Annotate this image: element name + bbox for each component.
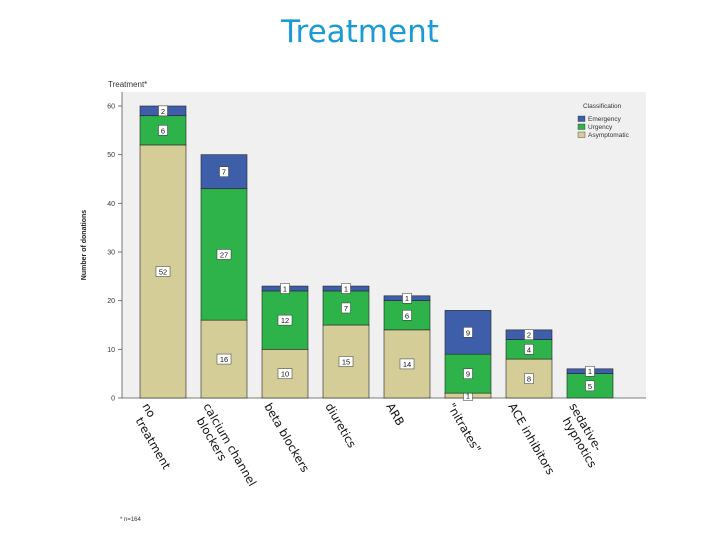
data-label-box [524, 373, 534, 384]
data-label-box [277, 314, 293, 326]
data-label: 1 [405, 294, 409, 303]
data-label-box [277, 368, 293, 379]
legend-swatch [577, 115, 586, 122]
footnote: * n=164 [120, 517, 141, 523]
y-tick-label: 50 [107, 152, 115, 159]
y-tick-label: 60 [107, 104, 115, 111]
data-label-box [463, 327, 473, 338]
data-label: 4 [527, 345, 531, 354]
x-tick-label: beta blockers [261, 401, 312, 475]
y-tick-label: 40 [107, 201, 115, 208]
data-label: 1 [283, 285, 287, 294]
y-tick-label: 10 [107, 347, 115, 354]
x-tick-label: diuretics [322, 401, 359, 451]
y-tick-label: 20 [107, 298, 115, 305]
data-label: 9 [466, 328, 470, 337]
data-label: 1 [466, 392, 470, 401]
data-label: 7 [222, 168, 226, 177]
data-label: 27 [220, 250, 228, 259]
data-label: 6 [161, 126, 165, 135]
data-label: 2 [161, 107, 165, 116]
data-label: 1 [344, 285, 348, 294]
legend-swatch [577, 123, 586, 130]
data-label-box [216, 353, 232, 365]
data-label-box [585, 380, 595, 392]
x-tick-label: ACE inhibitors [505, 401, 557, 478]
data-label-box [216, 249, 232, 260]
data-label-box [585, 365, 595, 377]
data-label-box [158, 105, 168, 117]
chart-title: Treatment* [108, 80, 148, 89]
x-tick-label: "nitrates" [444, 401, 484, 456]
data-label: 16 [220, 355, 228, 364]
y-axis-title: Number of donations [81, 210, 88, 280]
data-label: 10 [281, 370, 289, 379]
data-label: 7 [344, 304, 348, 313]
data-label-box [155, 266, 171, 277]
data-label-box [341, 302, 351, 314]
x-tick-label: ARB [383, 401, 407, 429]
data-label-box [402, 292, 412, 304]
legend-label: Asymptomatic [588, 132, 630, 139]
y-tick-label: 0 [111, 396, 115, 403]
x-tick-label: sedative-hypnotics [555, 401, 611, 471]
slide-title: Treatment [281, 14, 439, 50]
legend-label: Urgency [588, 124, 613, 131]
data-label: 1 [588, 367, 592, 376]
data-label-box [280, 283, 290, 294]
data-label-box [524, 329, 534, 340]
x-tick-label: notreatment [128, 401, 185, 473]
data-label-box [341, 283, 351, 294]
data-label: 2 [527, 331, 531, 340]
data-label-box [399, 358, 415, 370]
data-label: 8 [527, 375, 531, 384]
data-label: 5 [588, 382, 592, 391]
data-label: 9 [466, 370, 470, 379]
data-label: 52 [159, 267, 167, 276]
data-label: 15 [342, 358, 350, 367]
legend-label: Emergency [588, 116, 622, 123]
data-label-box [219, 166, 229, 177]
data-label-box [338, 356, 354, 367]
legend-title: Classification [583, 103, 622, 110]
data-label: 12 [281, 316, 289, 325]
data-label: 14 [403, 360, 411, 369]
data-label-box [463, 368, 473, 379]
data-label-box [402, 310, 412, 321]
data-label-box [524, 344, 534, 355]
legend-swatch [577, 131, 586, 138]
data-label: 6 [405, 311, 409, 320]
data-label-box [158, 125, 168, 136]
y-tick-label: 30 [107, 250, 115, 257]
x-tick-label: calcium channelblockers [189, 401, 259, 496]
